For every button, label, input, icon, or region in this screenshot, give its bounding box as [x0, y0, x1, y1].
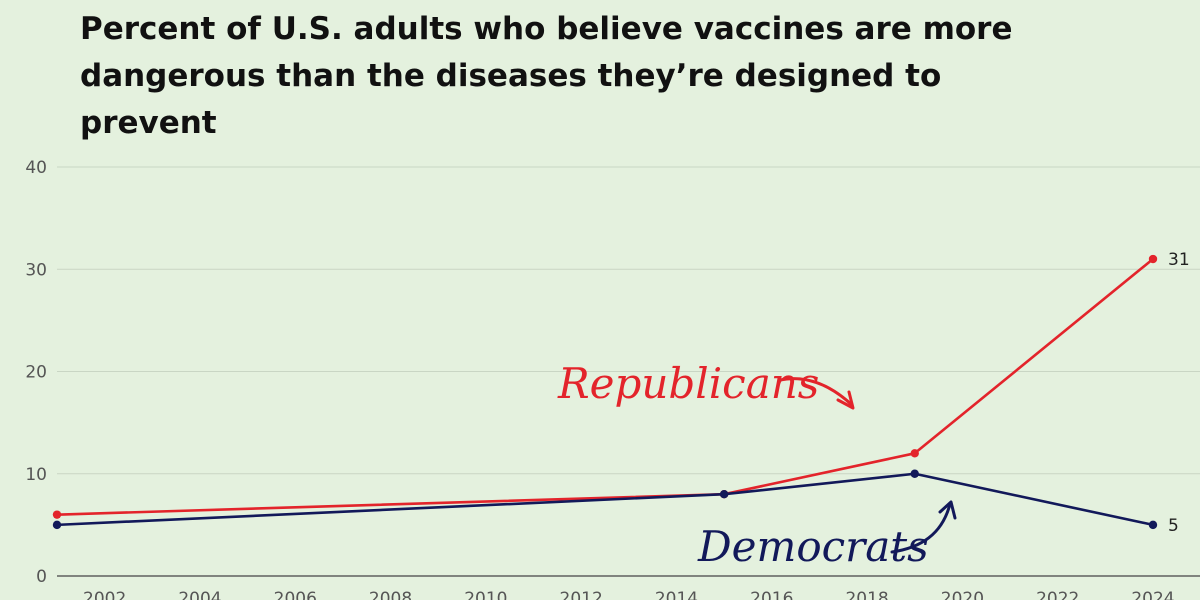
democrats-arrow — [890, 502, 952, 554]
data-point-democrats — [719, 490, 729, 499]
y-axis-ticks: 0 10 20 30 40 — [25, 158, 47, 587]
data-point-democrats — [910, 469, 919, 478]
republicans-arrowhead — [836, 390, 855, 410]
x-tick-label: 2022 — [1036, 589, 1079, 600]
y-tick-label: 0 — [36, 567, 47, 587]
chart-gridlines — [57, 166, 1200, 577]
series-label-republicans: Republicans — [557, 359, 819, 408]
x-tick-label: 2004 — [178, 589, 221, 600]
x-tick-label: 2002 — [83, 589, 126, 600]
x-tick-label: 2010 — [464, 589, 507, 600]
data-point-republicans — [52, 510, 62, 519]
x-tick-label: 2012 — [560, 589, 603, 600]
chart-title-line: prevent — [80, 105, 217, 141]
x-tick-label: 2014 — [655, 589, 698, 600]
x-tick-label: 2018 — [845, 589, 888, 600]
data-point-democrats — [52, 520, 62, 530]
y-tick-label: 20 — [25, 363, 47, 383]
data-point-republicans — [1148, 254, 1158, 264]
x-tick-label: 2024 — [1131, 589, 1174, 600]
y-tick-label: 10 — [25, 465, 47, 485]
chart-title: Percent of U.S. adults who believe vacci… — [80, 11, 1013, 141]
y-tick-label: 40 — [25, 158, 47, 178]
republicans-arrow — [778, 377, 854, 407]
data-point-republicans — [910, 449, 919, 458]
chart-series: 31 5 — [52, 250, 1190, 536]
democrats-arrowhead — [938, 500, 957, 520]
series-label-democrats: Democrats — [697, 522, 929, 571]
y-tick-label: 30 — [25, 260, 47, 280]
x-tick-label: 2016 — [750, 589, 793, 600]
x-axis-ticks: 2002 2004 2006 2008 2010 2012 2014 2016 2018 2020… — [83, 589, 1175, 600]
chart-title-line: Percent of U.S. adults who believe vacci… — [80, 11, 1013, 47]
chart-title-line: dangerous than the diseases they’re desi… — [80, 58, 941, 94]
x-tick-label: 2020 — [941, 589, 984, 600]
x-tick-label: 2006 — [274, 589, 317, 600]
data-point-democrats — [1148, 520, 1158, 530]
series-line-democrats — [55, 472, 1155, 527]
series-annotations: Republicans Democrats — [557, 359, 957, 571]
x-tick-label: 2008 — [369, 589, 412, 600]
end-label-democrats: 5 — [1168, 516, 1179, 536]
series-line-republicans — [55, 257, 1155, 516]
end-label-republicans: 31 — [1168, 250, 1190, 270]
